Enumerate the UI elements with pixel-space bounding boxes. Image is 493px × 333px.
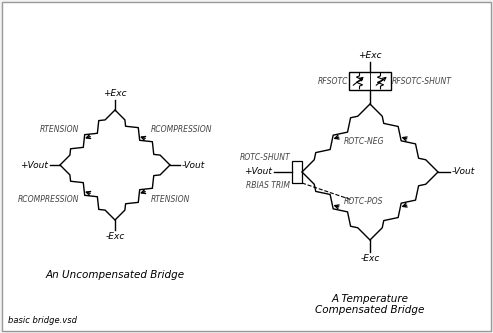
Text: An Uncompensated Bridge: An Uncompensated Bridge xyxy=(45,270,184,280)
Text: Compensated Bridge: Compensated Bridge xyxy=(316,305,424,315)
Text: RTENSION: RTENSION xyxy=(40,126,79,135)
Text: RCOMPRESSION: RCOMPRESSION xyxy=(150,126,212,135)
Text: -Exc: -Exc xyxy=(106,232,125,241)
Text: +Vout: +Vout xyxy=(20,161,48,169)
Text: +Exc: +Exc xyxy=(103,89,127,98)
Text: ROTC-NEG: ROTC-NEG xyxy=(344,138,385,147)
Text: ROTC-POS: ROTC-POS xyxy=(344,197,384,206)
Text: RBIAS TRIM: RBIAS TRIM xyxy=(246,181,290,190)
Text: RTENSION: RTENSION xyxy=(150,195,190,204)
Text: +Vout: +Vout xyxy=(244,167,272,176)
Text: -Exc: -Exc xyxy=(360,254,380,263)
Bar xyxy=(292,161,302,183)
Text: -Vout: -Vout xyxy=(452,167,475,176)
Bar xyxy=(349,72,391,90)
Text: basic bridge.vsd: basic bridge.vsd xyxy=(8,316,77,325)
Text: RCOMPRESSION: RCOMPRESSION xyxy=(18,195,79,204)
Text: -Vout: -Vout xyxy=(182,161,205,169)
Text: +Exc: +Exc xyxy=(358,51,382,60)
Text: ROTC-SHUNT: ROTC-SHUNT xyxy=(240,154,290,163)
Text: RFSOTC-SHUNT: RFSOTC-SHUNT xyxy=(392,77,452,86)
Text: A Temperature: A Temperature xyxy=(331,294,409,304)
Text: RFSOTC: RFSOTC xyxy=(317,77,348,86)
